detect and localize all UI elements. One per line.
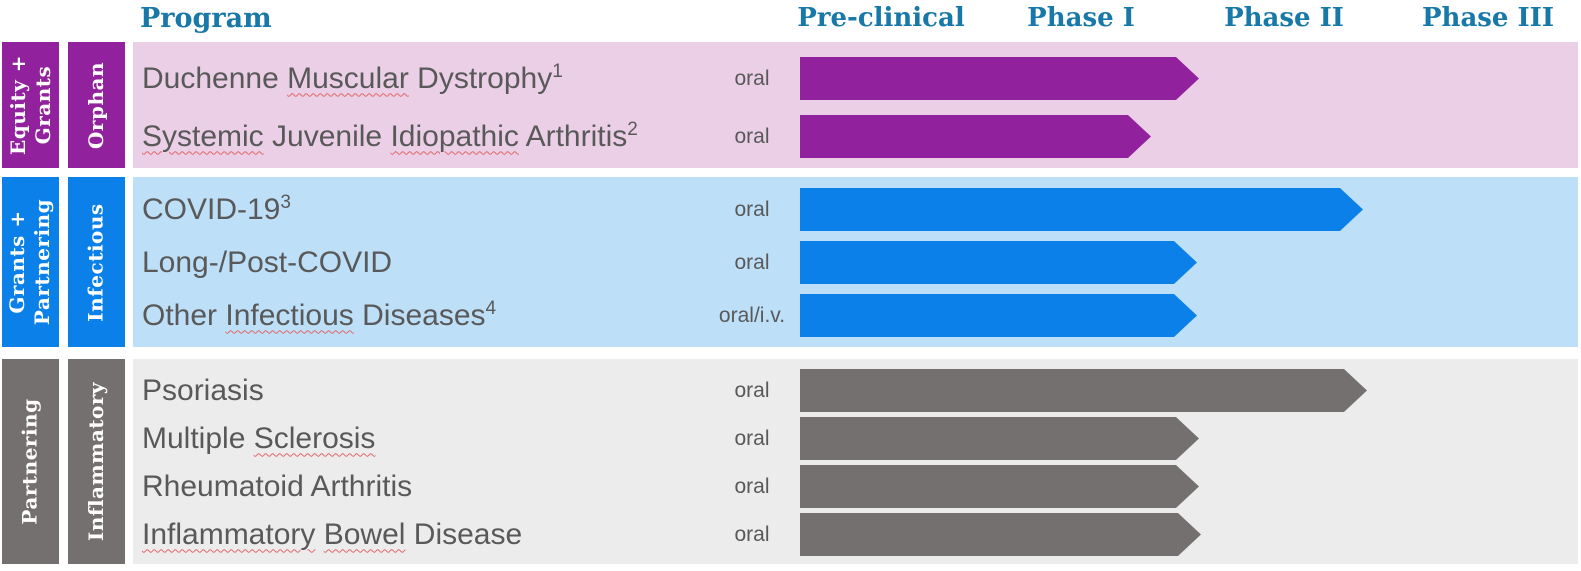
pipeline-row: Multiple Sclerosis oral <box>133 417 1578 460</box>
program-name-word: Psoriasis <box>142 373 264 407</box>
progress-arrow <box>800 57 1199 100</box>
program-name-word: Long-/Post-COVID <box>142 245 393 279</box>
funding-category-label: Partnering <box>18 398 43 525</box>
program-name: Rheumatoid Arthritis <box>142 470 412 504</box>
group-rows: Duchenne Muscular Dystrophy1 oral Systemic… <box>133 42 1578 168</box>
therapy-area-bar: Inflammatory <box>68 359 125 564</box>
group-rows: Psoriasis oral Multiple Sclerosis oral Rheum… <box>133 359 1578 564</box>
program-name: Duchenne Muscular Dystrophy1 <box>142 60 563 96</box>
therapy-area-bar: Orphan <box>68 42 125 168</box>
funding-category-label: Grants + Partnering <box>5 198 55 326</box>
route-label: oral <box>734 250 770 274</box>
footnote-superscript: 3 <box>280 191 291 213</box>
pipeline-row: COVID-193 oral <box>133 188 1578 231</box>
program-name-word: Disease <box>413 517 523 551</box>
therapy-area-label: Orphan <box>84 61 109 149</box>
funding-category-bar: Equity + Grants <box>2 42 59 168</box>
pipeline-row: Other Infectious Diseases4 oral/i.v. <box>133 294 1578 337</box>
route-label: oral <box>734 66 770 90</box>
program-name: Systemic Juvenile Idiopathic Arthritis2 <box>142 118 638 154</box>
progress-arrow <box>800 465 1199 508</box>
program-name-word: Other <box>142 298 218 332</box>
phase-header-pre-clinical: Pre-clinical <box>797 3 965 33</box>
pipeline-row: Inflammatory Bowel Disease oral <box>133 513 1578 556</box>
footnote-superscript: 1 <box>552 60 563 82</box>
route-label: oral <box>734 124 770 148</box>
therapy-area-label: Inflammatory <box>84 381 109 542</box>
phase-header-phase-i: Phase I <box>1027 3 1135 33</box>
phase-header-phase-iii: Phase III <box>1421 3 1555 33</box>
pipeline-row: Systemic Juvenile Idiopathic Arthritis2 o… <box>133 115 1578 158</box>
program-name-word: Systemic <box>142 119 264 153</box>
funding-category-bar: Partnering <box>2 359 59 564</box>
program-name-word: COVID-19 <box>142 192 281 226</box>
program-name: Inflammatory Bowel Disease <box>142 518 522 552</box>
pipeline-row: Duchenne Muscular Dystrophy1 oral <box>133 57 1578 100</box>
program-name-word: Juvenile <box>272 119 383 153</box>
route-label: oral <box>734 522 770 546</box>
program-name-word: Infectious <box>225 298 354 332</box>
program-name-word: Duchenne <box>142 61 279 95</box>
program-name: Psoriasis <box>142 374 264 408</box>
funding-category-bar: Grants + Partnering <box>2 177 59 347</box>
progress-arrow <box>800 417 1199 460</box>
program-name-word: Dystrophy <box>417 61 553 95</box>
program-name-word: Muscular <box>287 61 409 95</box>
program-name: Multiple Sclerosis <box>142 422 375 456</box>
progress-arrow <box>800 115 1151 158</box>
program-name-word: Idiopathic <box>390 119 519 153</box>
footnote-superscript: 4 <box>485 297 497 319</box>
progress-arrow <box>800 513 1201 556</box>
program-name-word: Sclerosis <box>253 421 376 455</box>
program-name-word: Multiple <box>142 421 246 455</box>
therapy-area-bar: Infectious <box>68 177 125 347</box>
route-label: oral <box>734 426 770 450</box>
program-name-word: Bowel <box>323 517 406 551</box>
route-label: oral <box>734 474 770 498</box>
pipeline-row: Psoriasis oral <box>133 369 1578 412</box>
route-label: oral <box>734 197 770 221</box>
progress-arrow <box>800 294 1197 337</box>
progress-arrow <box>800 241 1197 284</box>
pipeline-row: Long-/Post-COVID oral <box>133 241 1578 284</box>
program-name-word: Inflammatory <box>142 517 316 551</box>
pipeline-row: Rheumatoid Arthritis oral <box>133 465 1578 508</box>
group-band: COVID-193 oral Long-/Post-COVID oral Other I… <box>133 177 1578 347</box>
program-column-header: Program <box>140 3 272 34</box>
progress-arrow <box>800 369 1367 412</box>
funding-category-label: Equity + Grants <box>5 55 55 155</box>
route-label: oral/i.v. <box>718 303 786 327</box>
phase-header-phase-ii: Phase II <box>1224 3 1344 33</box>
program-name-word: Arthritis <box>525 119 628 153</box>
program-name: COVID-193 <box>142 191 291 227</box>
group-band: Psoriasis oral Multiple Sclerosis oral Rheum… <box>133 359 1578 564</box>
progress-arrow <box>800 188 1363 231</box>
program-name-word: Diseases <box>362 298 486 332</box>
footnote-superscript: 2 <box>627 118 638 140</box>
program-name: Other Infectious Diseases4 <box>142 297 497 333</box>
program-name-word: Arthritis <box>310 469 413 503</box>
program-name-word: Rheumatoid <box>142 469 304 503</box>
program-name: Long-/Post-COVID <box>142 246 392 280</box>
therapy-area-label: Infectious <box>84 202 109 322</box>
group-rows: COVID-193 oral Long-/Post-COVID oral Other I… <box>133 177 1578 347</box>
route-label: oral <box>734 378 770 402</box>
group-band: Duchenne Muscular Dystrophy1 oral Systemic… <box>133 42 1578 168</box>
